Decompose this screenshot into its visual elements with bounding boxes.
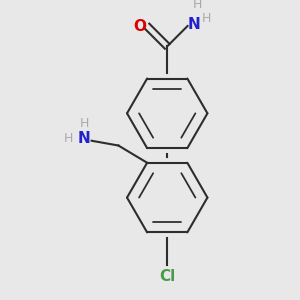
Text: H: H [64, 132, 73, 145]
Text: O: O [133, 19, 146, 34]
Text: H: H [202, 12, 211, 25]
Text: H: H [192, 0, 202, 11]
Text: N: N [78, 131, 90, 146]
Text: Cl: Cl [159, 268, 175, 284]
Text: N: N [188, 16, 201, 32]
Text: H: H [79, 117, 88, 130]
